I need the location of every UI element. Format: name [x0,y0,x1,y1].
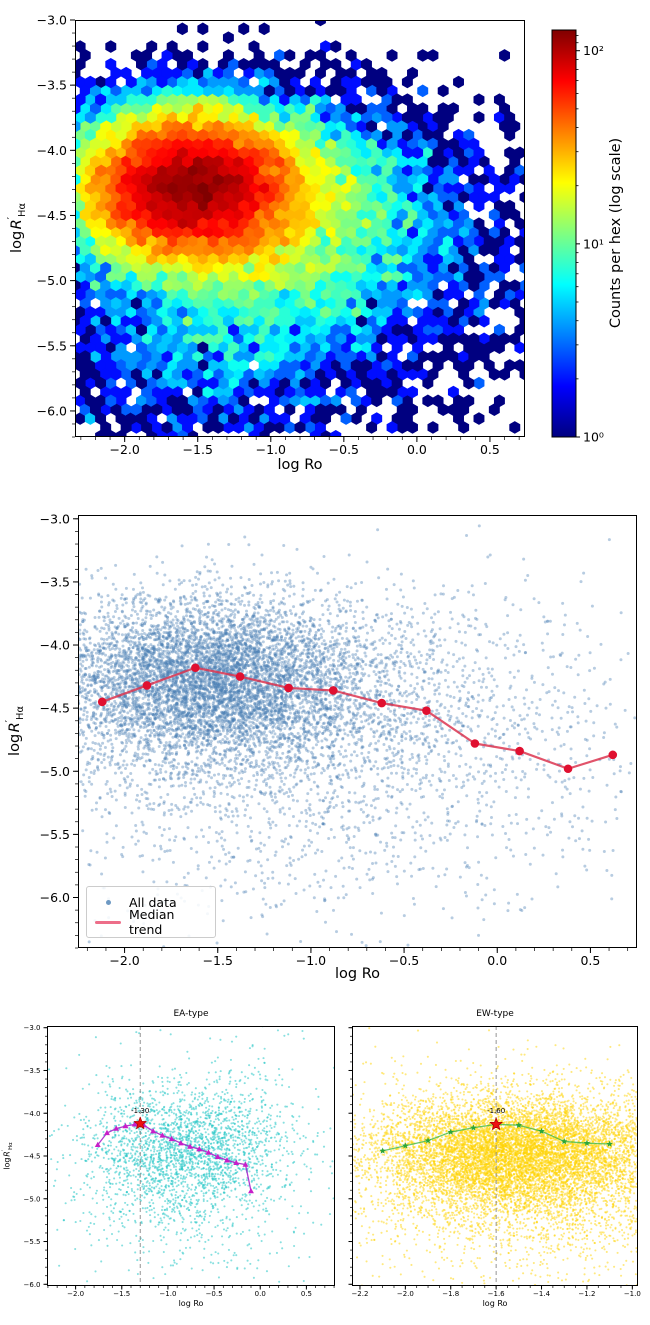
ylabel-symbol: R [8,219,25,230]
legend-item-all-data: All data [93,892,209,912]
ylabel-prime: ′ [6,216,19,220]
hexbin-ylabel: log R′Hα [6,203,28,253]
ylabel-symbol: R [6,722,23,733]
median-trend-marker-icon [93,920,123,924]
ylabel-prefix: log [2,1157,12,1170]
x-tick-label: −1.0 [624,1290,641,1298]
ew-peak-annotation: -1.60 [487,1107,506,1116]
y-tick-label: −3.5 [24,1067,41,1075]
x-tick-label: −2.0 [109,442,139,457]
ylabel-sub: Hα [8,1142,15,1150]
y-tick-label: −3.5 [40,574,70,589]
ylabel-prefix: log [8,230,25,253]
y-tick-label: −4.5 [37,208,67,223]
colorbar-gradient [551,29,577,438]
x-tick-label: −0.5 [329,442,359,457]
ea-peak-annotation: -1.30 [131,1106,150,1115]
y-tick-label: −6.0 [37,403,67,418]
y-tick-label: −5.0 [40,764,70,779]
ew-plot-area [352,1026,638,1286]
x-tick-label: −1.5 [203,953,233,968]
x-tick-label: 0.0 [487,953,507,968]
ew-xlabel: log Ro [482,1299,508,1308]
y-tick-label: −4.5 [40,701,70,716]
y-tick-label: −5.5 [40,827,70,842]
legend-label-median-trend: Median trend [129,907,175,937]
ylabel-prime: ′ [1,1149,8,1152]
y-tick-label: −5.0 [37,273,67,288]
x-tick-label: −2.0 [67,1290,84,1298]
x-tick-label: −1.4 [533,1290,551,1298]
legend-label-all-data: All data [129,894,177,910]
ea-plot-area [47,1026,335,1286]
x-tick-label: −2.0 [397,1290,414,1298]
x-tick-label: 0.0 [407,442,427,457]
ew-title: EW-type [476,1009,514,1019]
colorbar-tick-label: 10² [583,43,604,58]
y-tick-label: −3.0 [37,13,67,28]
y-tick-label: −5.0 [24,1195,41,1203]
x-tick-label: −1.5 [113,1290,130,1298]
x-tick-label: −2.0 [109,953,139,968]
axes-frame [47,1026,335,1286]
x-tick-label: −1.0 [256,442,286,457]
y-tick-label: −4.5 [24,1153,41,1161]
axes-frame [75,20,525,437]
ylabel-sub: Hα [16,203,28,217]
y-tick-label: −4.0 [40,638,70,653]
ylabel-symbol: R [2,1151,12,1157]
ylabel-sub: Hα [14,706,26,720]
axes-frame [352,1026,638,1286]
ylabel-prime: ′ [4,719,17,723]
all-data-plot-area [78,515,637,948]
y-tick-label: −5.5 [37,338,67,353]
colorbar-tick-label: 10¹ [583,236,604,251]
y-tick-label: −4.0 [24,1110,41,1118]
ea-ylabel: log R′Hα [2,1142,14,1170]
legend-item-median-trend: Median trend [93,907,209,937]
colorbar-tick-label: 10⁰ [583,430,604,445]
x-tick-label: −1.0 [296,953,326,968]
y-tick-label: −3.0 [40,511,70,526]
all-data-xlabel: log Ro [334,966,380,982]
x-tick-label: −1.6 [488,1290,506,1298]
y-tick-label: −3.5 [37,78,67,93]
y-tick-label: −4.0 [37,143,67,158]
x-tick-label: −0.5 [389,953,419,968]
y-tick-label: −6.0 [40,890,70,905]
x-tick-label: −0.5 [206,1290,223,1298]
y-tick-label: −3.0 [24,1024,41,1032]
x-tick-label: 0.5 [580,953,600,968]
axes-frame [78,515,637,948]
x-tick-label: −1.2 [578,1290,595,1298]
hexbin-plot-area [75,20,525,437]
x-tick-label: 0.0 [255,1290,266,1298]
all-data-marker-icon [93,899,123,905]
ylabel-prefix: log [6,733,23,756]
x-tick-label: −1.8 [442,1290,459,1298]
x-tick-label: 0.5 [480,442,500,457]
colorbar-label: Counts per hex (log scale) [608,137,624,329]
hexbin-xlabel: log Ro [277,457,323,473]
y-tick-label: −6.0 [24,1281,41,1289]
x-tick-label: −2.2 [351,1290,368,1298]
legend: All data Median trend [86,886,216,938]
x-tick-label: 0.5 [301,1290,312,1298]
x-tick-label: −1.0 [159,1290,176,1298]
ea-title: EA-type [173,1009,209,1019]
all-data-ylabel: log R′Hα [4,706,26,756]
y-tick-label: −5.5 [24,1238,41,1246]
x-tick-label: −1.5 [183,442,213,457]
ea-xlabel: log Ro [178,1299,204,1308]
